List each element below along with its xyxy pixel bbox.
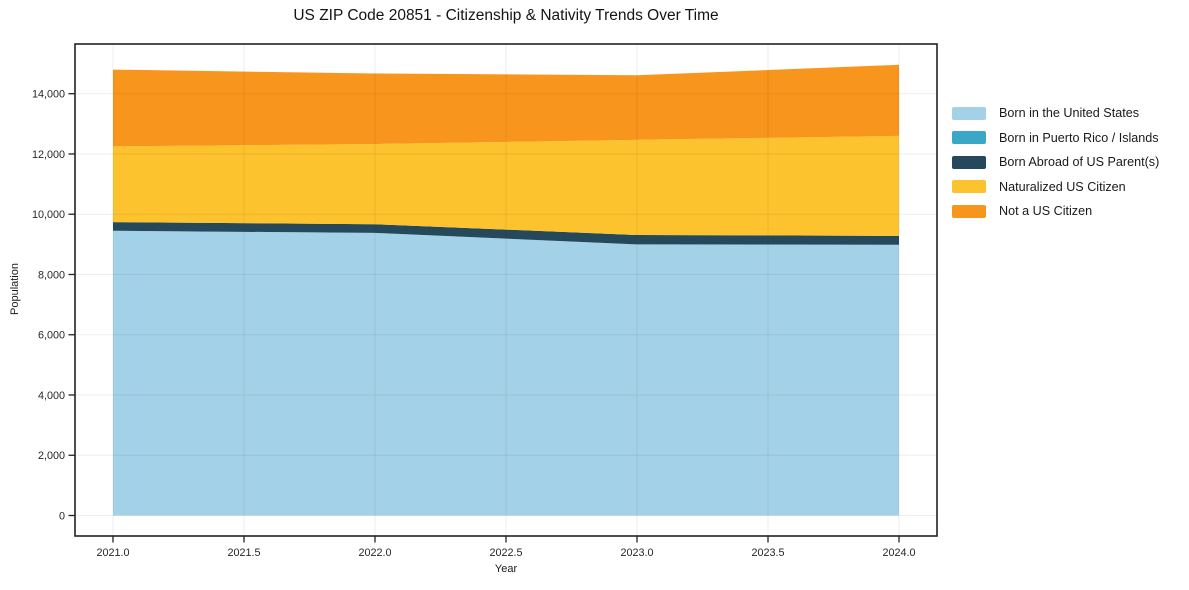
legend-item-naturalized-us-citizen: Naturalized US Citizen (952, 175, 1159, 200)
tick-labels: 2021.0 2021.5 2022.0 2022.5 2023.0 2023.5 2024… (32, 89, 916, 559)
gridlines (75, 44, 937, 536)
axis-ticks (68, 93, 900, 543)
legend-label: Naturalized US Citizen (999, 179, 1126, 194)
legend-item-born-abroad-of-us-parent-s: Born Abroad of US Parent(s) (952, 150, 1159, 175)
x-tick-label: 2022.0 (358, 547, 391, 559)
stacked-areas (113, 64, 899, 516)
legend-swatch (952, 131, 986, 145)
legend-label: Born Abroad of US Parent(s) (999, 155, 1160, 170)
y-tick-label: 6,000 (38, 330, 65, 342)
legend-swatch (952, 180, 986, 194)
y-tick-label: 8,000 (38, 269, 65, 281)
y-tick-label: 2,000 (38, 450, 65, 462)
x-axis-label: Year (494, 563, 518, 575)
area-born-in-the-united-states (113, 230, 899, 516)
y-tick-label: 0 (59, 510, 65, 522)
area-not-a-us-citizen (113, 64, 899, 147)
y-tick-label: 4,000 (38, 390, 65, 402)
x-tick-label: 2021.0 (96, 547, 129, 559)
legend: Born in the United States Born in Puerto … (952, 101, 1159, 224)
legend-label: Born in Puerto Rico / Islands (999, 130, 1159, 145)
x-tick-label: 2023.0 (620, 547, 653, 559)
y-tick-label: 12,000 (32, 149, 65, 161)
legend-swatch (952, 106, 986, 120)
legend-item-born-in-puerto-rico-islands: Born in Puerto Rico / Islands (952, 126, 1159, 151)
chart-title: US ZIP Code 20851 - Citizenship & Nativi… (293, 7, 719, 24)
x-tick-label: 2024.0 (882, 547, 915, 559)
area-naturalized-us-citizen (113, 135, 899, 236)
x-tick-label: 2022.5 (489, 547, 522, 559)
x-tick-label: 2021.5 (227, 547, 260, 559)
legend-item-not-a-us-citizen: Not a US Citizen (952, 199, 1159, 224)
y-axis-label: Population (9, 263, 21, 315)
legend-swatch (952, 155, 986, 169)
legend-swatch (952, 204, 986, 218)
legend-label: Born in the United States (999, 106, 1140, 121)
y-tick-label: 10,000 (32, 209, 65, 221)
area-born-abroad-of-us-parent-s (113, 222, 899, 245)
legend-item-born-in-the-united-states: Born in the United States (952, 101, 1159, 126)
y-tick-label: 14,000 (32, 89, 65, 101)
legend-label: Not a US Citizen (999, 204, 1093, 219)
x-tick-label: 2023.5 (751, 547, 784, 559)
